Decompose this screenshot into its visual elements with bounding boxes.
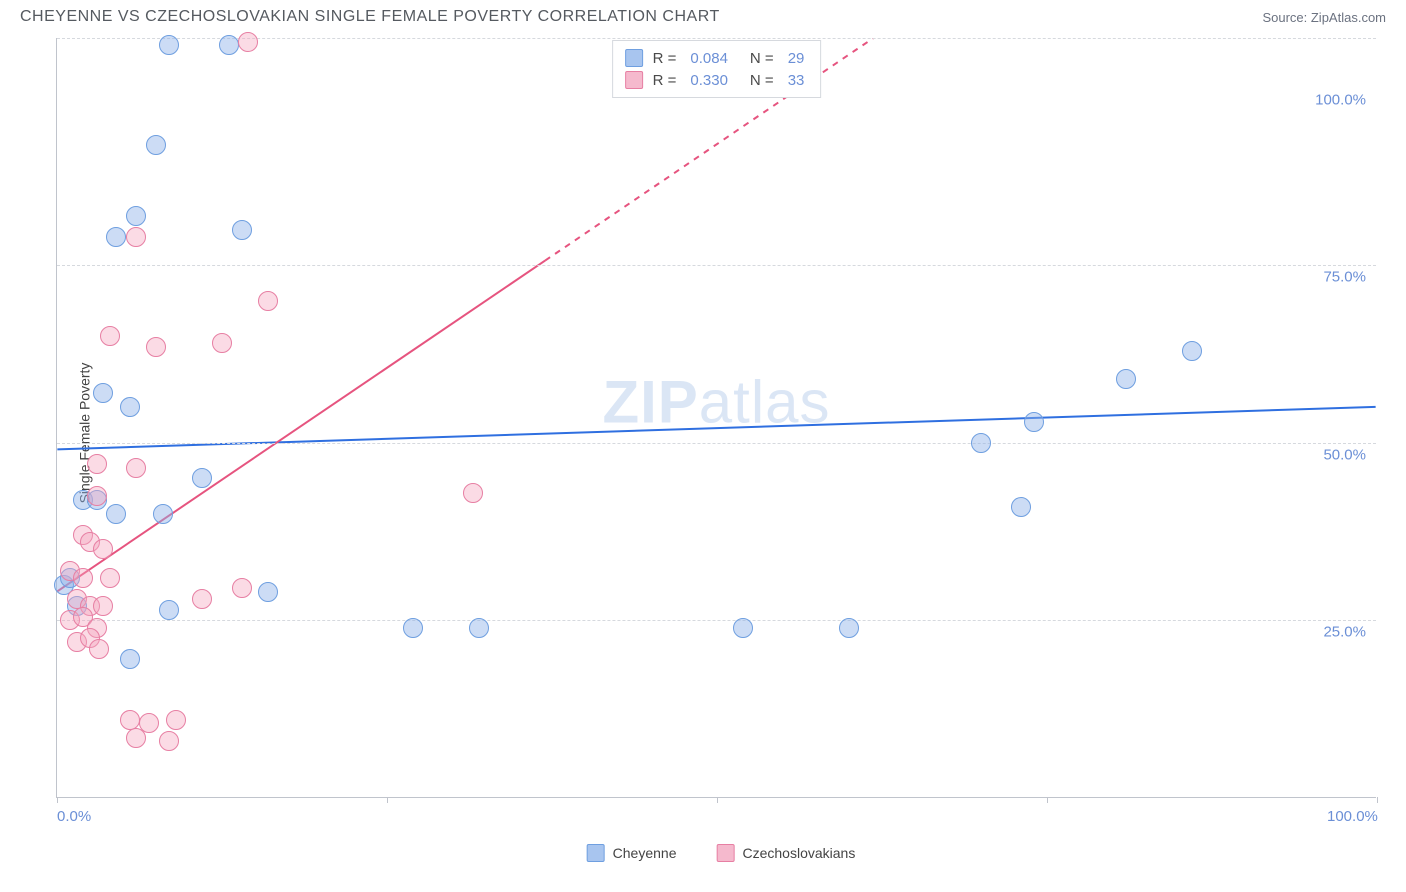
scatter-point <box>87 486 107 506</box>
scatter-point <box>126 728 146 748</box>
x-tick-label: 100.0% <box>1327 808 1378 825</box>
legend-swatch <box>625 49 643 67</box>
chart-title: CHEYENNE VS CZECHOSLOVAKIAN SINGLE FEMAL… <box>20 8 720 26</box>
scatter-point <box>100 326 120 346</box>
scatter-point <box>100 568 120 588</box>
scatter-point <box>126 206 146 226</box>
legend-swatch <box>587 844 605 862</box>
scatter-point <box>232 578 252 598</box>
legend-item: Cheyenne <box>587 844 677 862</box>
scatter-point <box>258 582 278 602</box>
scatter-point <box>839 618 859 638</box>
x-tick <box>387 797 388 803</box>
stats-n-value: 29 <box>784 50 809 67</box>
scatter-point <box>1011 497 1031 517</box>
stats-n-label: N = <box>750 50 774 67</box>
plot-area: ZIPatlas R = 0.084 N = 29 R = 0.330 N = 33 25.0… <box>56 38 1376 798</box>
legend-label: Cheyenne <box>613 845 677 861</box>
chart-header: CHEYENNE VS CZECHOSLOVAKIAN SINGLE FEMAL… <box>0 0 1406 30</box>
x-tick <box>1047 797 1048 803</box>
scatter-point <box>126 227 146 247</box>
scatter-point <box>166 710 186 730</box>
scatter-point <box>73 568 93 588</box>
scatter-point <box>120 649 140 669</box>
y-tick-label: 75.0% <box>1323 269 1366 286</box>
stats-row: R = 0.084 N = 29 <box>625 47 809 69</box>
legend-label: Czechoslovakians <box>742 845 855 861</box>
legend-item: Czechoslovakians <box>716 844 855 862</box>
scatter-point <box>146 337 166 357</box>
x-tick <box>1377 797 1378 803</box>
watermark: ZIPatlas <box>602 368 830 437</box>
scatter-point <box>192 589 212 609</box>
scatter-point <box>89 639 109 659</box>
scatter-point <box>87 454 107 474</box>
scatter-point <box>733 618 753 638</box>
legend-swatch <box>625 71 643 89</box>
scatter-point <box>1116 369 1136 389</box>
stats-r-value: 0.330 <box>686 72 732 89</box>
scatter-point <box>106 227 126 247</box>
scatter-point <box>106 504 126 524</box>
scatter-point <box>93 383 113 403</box>
chart-container: Single Female Poverty ZIPatlas R =0.084N… <box>56 38 1386 828</box>
y-tick-label: 50.0% <box>1323 446 1366 463</box>
scatter-point <box>153 504 173 524</box>
scatter-point <box>93 539 113 559</box>
scatter-point <box>159 600 179 620</box>
scatter-point <box>971 433 991 453</box>
scatter-point <box>1182 341 1202 361</box>
scatter-point <box>1024 412 1044 432</box>
stats-legend: R = 0.084 N = 29 R = 0.330 N = 33 <box>612 40 822 98</box>
chart-source: Source: ZipAtlas.com <box>1262 10 1386 25</box>
watermark-suffix: atlas <box>699 369 831 436</box>
scatter-point <box>403 618 423 638</box>
scatter-point <box>159 731 179 751</box>
scatter-point <box>120 397 140 417</box>
scatter-point <box>146 135 166 155</box>
scatter-point <box>212 333 232 353</box>
gridline <box>57 620 1376 621</box>
scatter-point <box>469 618 489 638</box>
scatter-point <box>159 35 179 55</box>
scatter-point <box>232 220 252 240</box>
stats-r-value: 0.084 <box>686 50 732 67</box>
stats-r-label: R = <box>653 72 677 89</box>
stats-r-label: R = <box>653 50 677 67</box>
scatter-point <box>126 458 146 478</box>
stats-n-label: N = <box>750 72 774 89</box>
watermark-prefix: ZIP <box>602 369 698 436</box>
scatter-point <box>238 32 258 52</box>
stats-n-value: 33 <box>784 72 809 89</box>
gridline <box>57 443 1376 444</box>
scatter-point <box>192 468 212 488</box>
trend-line-solid <box>57 261 545 592</box>
scatter-point <box>93 596 113 616</box>
stats-row: R = 0.330 N = 33 <box>625 69 809 91</box>
y-tick-label: 25.0% <box>1323 624 1366 641</box>
bottom-legend: Cheyenne Czechoslovakians <box>587 844 856 862</box>
x-tick <box>57 797 58 803</box>
scatter-point <box>219 35 239 55</box>
gridline <box>57 265 1376 266</box>
y-tick-label: 100.0% <box>1315 91 1366 108</box>
legend-swatch <box>716 844 734 862</box>
trend-lines-layer <box>57 38 1376 797</box>
scatter-point <box>463 483 483 503</box>
x-tick-label: 0.0% <box>57 808 91 825</box>
scatter-point <box>258 291 278 311</box>
x-tick <box>717 797 718 803</box>
